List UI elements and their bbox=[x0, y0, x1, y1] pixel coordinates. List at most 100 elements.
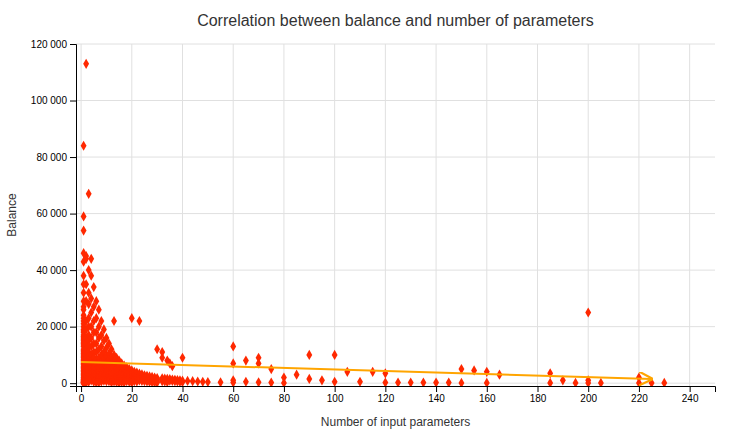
point bbox=[101, 324, 107, 334]
point bbox=[81, 225, 87, 235]
tick: 40 000 bbox=[36, 265, 76, 276]
tick-mark bbox=[639, 386, 640, 392]
tick-mark bbox=[81, 386, 82, 392]
point bbox=[585, 378, 591, 386]
tick: 180 bbox=[530, 386, 547, 404]
tick-mark bbox=[588, 386, 589, 392]
grid-line-x bbox=[486, 44, 487, 386]
y-axis-title: Balance bbox=[5, 193, 19, 237]
tick: 100 000 bbox=[31, 95, 76, 106]
grid-line-x bbox=[334, 44, 335, 386]
point bbox=[408, 378, 414, 386]
point bbox=[382, 368, 388, 378]
point bbox=[230, 378, 236, 386]
tick-label: 100 000 bbox=[31, 95, 68, 106]
tick: 120 bbox=[378, 386, 395, 404]
grid-line-x bbox=[537, 44, 538, 386]
tick-label: 60 bbox=[228, 393, 240, 404]
point bbox=[243, 377, 249, 386]
point bbox=[159, 353, 165, 363]
point bbox=[169, 361, 175, 371]
tick-label: 160 bbox=[479, 393, 496, 404]
grid-line-y bbox=[76, 270, 715, 271]
point bbox=[93, 313, 99, 323]
point bbox=[256, 377, 262, 386]
point bbox=[129, 313, 135, 323]
point bbox=[83, 279, 89, 289]
tick-label: 140 bbox=[428, 393, 445, 404]
point bbox=[180, 377, 186, 386]
tick: 60 000 bbox=[36, 208, 76, 219]
point bbox=[91, 282, 97, 292]
point bbox=[195, 376, 201, 386]
tick-mark bbox=[132, 386, 133, 392]
tick-label: 120 000 bbox=[31, 39, 68, 50]
point bbox=[180, 353, 186, 363]
point bbox=[190, 376, 196, 386]
chart: 020406080100120140160180200220240020 000… bbox=[0, 0, 739, 438]
tick-mark bbox=[70, 101, 76, 102]
point bbox=[83, 59, 89, 69]
point bbox=[154, 344, 160, 354]
point bbox=[382, 378, 388, 386]
y-axis: 020 00040 00060 00080 000100 000120 000 bbox=[31, 39, 77, 389]
point bbox=[83, 254, 89, 264]
x-axis: 020406080100120140160180200220240 bbox=[77, 386, 716, 404]
grid-line-x bbox=[131, 44, 132, 386]
tick-label: 220 bbox=[631, 393, 648, 404]
tick-mark bbox=[690, 386, 691, 392]
tick-mark bbox=[538, 386, 539, 392]
point bbox=[306, 350, 312, 360]
grid-line-x bbox=[436, 44, 437, 386]
tick-label: 20 bbox=[127, 393, 139, 404]
tick-mark bbox=[70, 383, 76, 384]
tick: 40 bbox=[177, 386, 189, 404]
tick-label: 240 bbox=[682, 393, 699, 404]
grid-line-x bbox=[283, 44, 284, 386]
point bbox=[243, 355, 249, 365]
point bbox=[98, 316, 104, 326]
point bbox=[458, 378, 464, 386]
grid-line-x bbox=[638, 44, 639, 386]
tick: 0 bbox=[61, 378, 76, 389]
axis-line bbox=[70, 45, 77, 387]
tick-mark bbox=[70, 270, 76, 271]
tick-label: 0 bbox=[61, 378, 67, 389]
tick-mark bbox=[70, 44, 76, 45]
point bbox=[306, 374, 312, 384]
tick-mark bbox=[70, 157, 76, 158]
point bbox=[88, 271, 94, 281]
point bbox=[446, 378, 452, 386]
point bbox=[585, 307, 591, 317]
tick-label: 100 bbox=[327, 393, 344, 404]
tick: 100 bbox=[327, 386, 344, 404]
grid-line-x bbox=[233, 44, 234, 386]
grid-line-y bbox=[76, 157, 715, 158]
tick: 20 000 bbox=[36, 321, 76, 332]
point bbox=[205, 377, 211, 386]
point bbox=[111, 316, 117, 326]
point bbox=[86, 189, 92, 199]
tick-mark bbox=[385, 386, 386, 392]
point bbox=[218, 377, 224, 386]
title: Correlation between balance and number o… bbox=[197, 12, 594, 29]
tick: 140 bbox=[428, 386, 445, 404]
point bbox=[268, 364, 274, 374]
tick-mark bbox=[183, 386, 184, 392]
tick: 80 bbox=[279, 386, 291, 404]
point bbox=[395, 378, 401, 386]
grid-line-y bbox=[76, 100, 715, 101]
point bbox=[154, 378, 160, 386]
tick-label: 180 bbox=[530, 393, 547, 404]
point bbox=[573, 378, 579, 386]
scatter-series bbox=[81, 59, 668, 386]
tick: 20 bbox=[127, 386, 139, 404]
tick-mark bbox=[70, 327, 76, 328]
tick-label: 20 000 bbox=[36, 321, 67, 332]
point bbox=[81, 211, 87, 221]
point bbox=[370, 367, 376, 377]
point bbox=[319, 375, 325, 385]
grid-line-y bbox=[76, 213, 715, 214]
point bbox=[433, 378, 439, 386]
tick: 0 bbox=[79, 386, 85, 404]
